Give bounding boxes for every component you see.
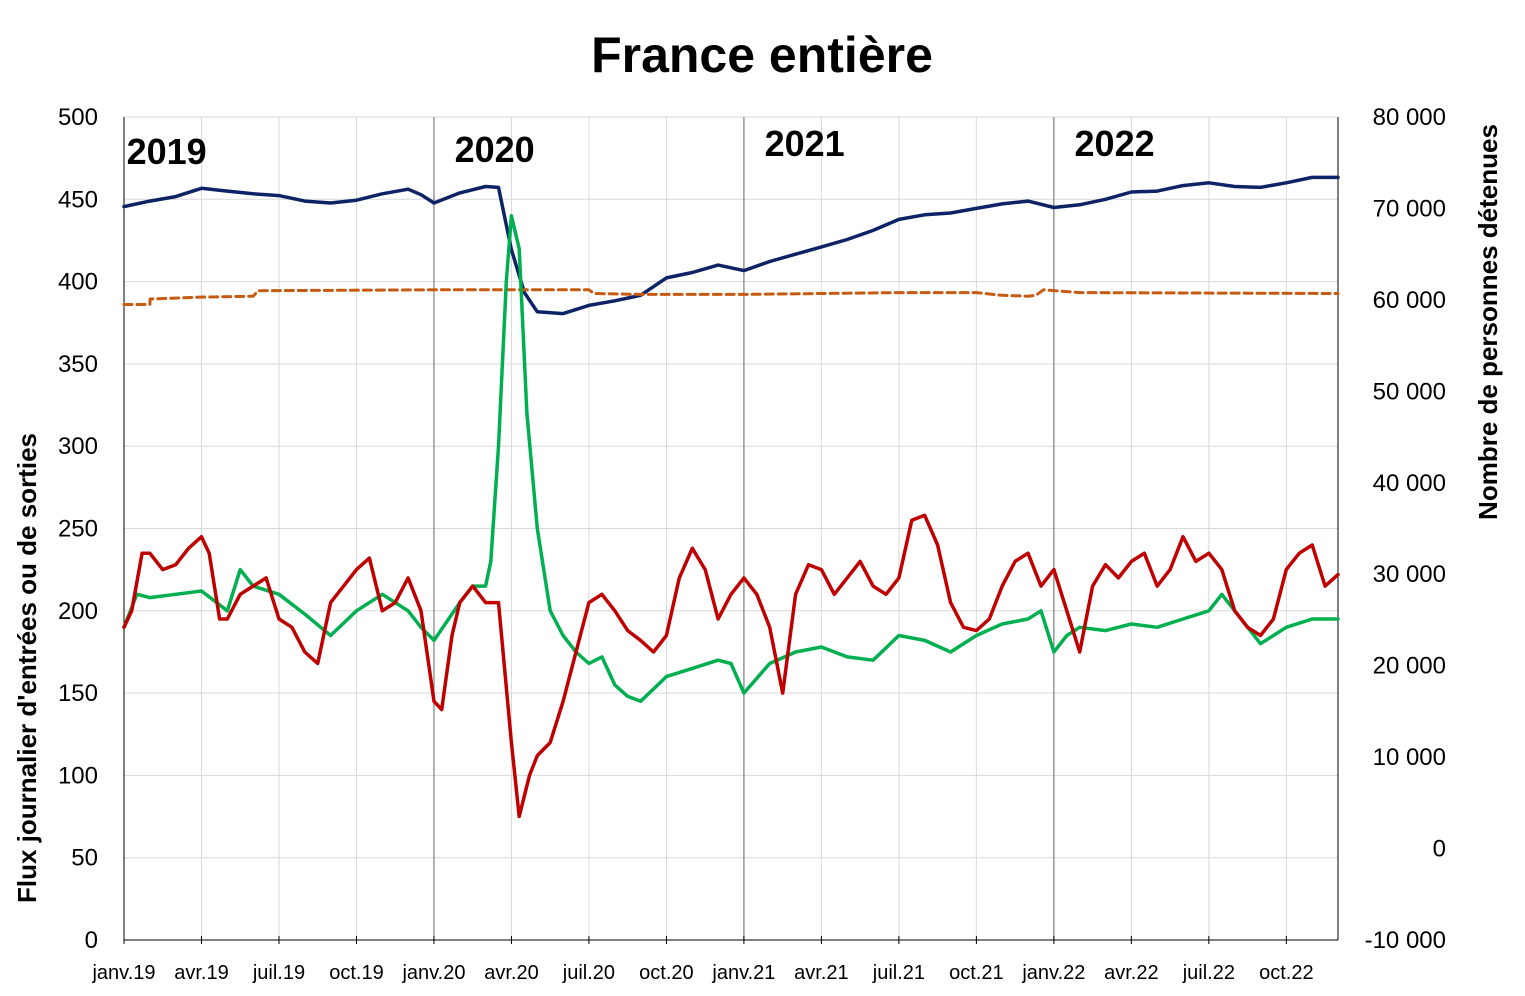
y2-tick-label: 0 [1433, 836, 1446, 863]
y-tick-label: 50 [71, 845, 98, 872]
axes [123, 117, 1339, 944]
y-tick-label: 350 [58, 351, 98, 378]
x-tick-label: janv.20 [401, 962, 465, 984]
y-axis-label: Flux journalier d'entrées ou de sorties [12, 433, 42, 903]
x-tick-label: juil.20 [562, 962, 615, 984]
y2-tick-label: 60 000 [1373, 287, 1446, 314]
series-line [122, 513, 1340, 819]
x-tick-label: juil.22 [1182, 962, 1235, 984]
grid [123, 116, 1338, 941]
x-tick-label: janv.19 [91, 962, 155, 984]
y2-tick-label: 20 000 [1373, 653, 1446, 680]
x-tick-label: oct.19 [329, 962, 383, 984]
x-tick-label: janv.22 [1021, 962, 1085, 984]
x-tick-label: avr.19 [174, 962, 228, 984]
x-tick-label: janv.21 [711, 962, 775, 984]
series [122, 175, 1340, 819]
x-tick-label: avr.20 [484, 962, 538, 984]
y-tick-label: 200 [58, 598, 98, 625]
y2-tick-label: -10 000 [1365, 927, 1446, 954]
y-tick-label: 300 [58, 433, 98, 460]
y2-tick-label: 80 000 [1373, 104, 1446, 131]
y-tick-label: 150 [58, 680, 98, 707]
x-tick-label: juil.21 [872, 962, 925, 984]
series-line [122, 175, 1340, 316]
year-label: 2019 [127, 131, 207, 172]
y-tick-label: 0 [85, 927, 98, 954]
labels: 0 50 100 150 200 250 300 350 400 450 500 -10 000 0 10… [58, 104, 1446, 984]
year-label: 2021 [765, 123, 845, 164]
year-label: 2020 [455, 129, 535, 170]
y-tick-label: 450 [58, 186, 98, 213]
x-tick-label: avr.22 [1104, 962, 1158, 984]
y2-tick-label: 40 000 [1373, 470, 1446, 497]
x-tick-label: oct.21 [949, 962, 1003, 984]
y2-tick-label: 30 000 [1373, 561, 1446, 588]
y-tick-label: 500 [58, 104, 98, 131]
y2-tick-label: 70 000 [1373, 195, 1446, 222]
x-tick-label: oct.22 [1259, 962, 1313, 984]
y2-tick-label: 10 000 [1373, 744, 1446, 771]
chart-title: France entière [591, 27, 933, 83]
y-tick-label: 400 [58, 269, 98, 296]
year-label: 2022 [1075, 123, 1155, 164]
series-line [122, 288, 1340, 306]
series-line [122, 214, 1340, 704]
y-tick-label: 100 [58, 762, 98, 789]
y-tick-label: 250 [58, 516, 98, 543]
x-tick-label: juil.19 [252, 962, 305, 984]
y2-tick-label: 50 000 [1373, 378, 1446, 405]
y2-axis-label: Nombre de personnes détenues [1473, 124, 1503, 520]
x-tick-label: oct.20 [639, 962, 693, 984]
year-dividers [433, 117, 1055, 940]
x-tick-label: avr.21 [794, 962, 848, 984]
